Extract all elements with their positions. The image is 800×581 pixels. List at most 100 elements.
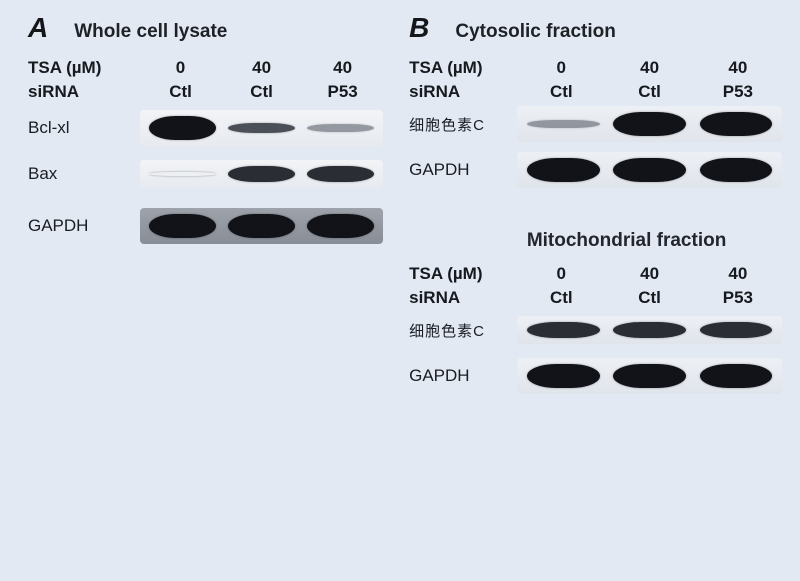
- figure: A Whole cell lysate TSA (µM) 0 40 40 siR…: [28, 12, 782, 404]
- blot-band: [613, 322, 685, 338]
- cond-val: P53: [302, 82, 383, 102]
- blot-row: GAPDH: [28, 198, 383, 254]
- blot-lane: [521, 364, 605, 388]
- blot-lane: [607, 112, 691, 136]
- blot-band: [228, 123, 294, 133]
- blot-row-label: Bax: [28, 164, 140, 184]
- blot-lane: [694, 158, 778, 182]
- blot-band: [527, 322, 599, 338]
- blot-lane: [521, 120, 605, 128]
- blot-lane: [302, 166, 379, 182]
- blot-lane: [144, 116, 221, 140]
- blot-lane: [521, 158, 605, 182]
- blot-band: [613, 112, 685, 136]
- cond-values: 0 40 40: [517, 58, 782, 78]
- blot-strip: [140, 208, 383, 244]
- blot-row-label: 细胞色素C: [409, 114, 517, 135]
- cond-val: 0: [140, 58, 221, 78]
- panel-b-header: B Cytosolic fraction: [409, 12, 782, 44]
- blot-lanes: [140, 212, 383, 240]
- cond-values: Ctl Ctl P53: [140, 82, 383, 102]
- blot-lane: [302, 214, 379, 238]
- blot-band: [700, 322, 772, 338]
- blot-row-label: GAPDH: [409, 160, 517, 180]
- blot-lanes: [517, 156, 782, 184]
- cond-values: Ctl Ctl P53: [517, 288, 782, 308]
- blot-band: [527, 120, 599, 128]
- cond-val: Ctl: [517, 82, 605, 102]
- blot-lane: [223, 123, 300, 133]
- blot-row: Bcl-xl: [28, 106, 383, 150]
- blot-band: [700, 112, 772, 136]
- blot-band: [307, 166, 373, 182]
- blot-row: Bax: [28, 156, 383, 192]
- cond-values: Ctl Ctl P53: [517, 82, 782, 102]
- cond-val: Ctl: [221, 82, 302, 102]
- blot-band: [700, 158, 772, 182]
- cond-val: 40: [221, 58, 302, 78]
- blot-lane: [521, 322, 605, 338]
- cond-val: Ctl: [517, 288, 605, 308]
- cond-val: 40: [605, 58, 693, 78]
- blot-lane: [144, 214, 221, 238]
- cond-val: 40: [302, 58, 383, 78]
- panel-a: A Whole cell lysate TSA (µM) 0 40 40 siR…: [28, 12, 383, 404]
- cond-val: 0: [517, 264, 605, 284]
- cond-label: siRNA: [28, 82, 140, 102]
- panel-b1-cond-1: siRNA Ctl Ctl P53: [409, 288, 782, 308]
- blot-row: GAPDH: [409, 354, 782, 398]
- section-gap: [409, 198, 782, 224]
- panel-b-section0-rows: 细胞色素C GAPDH: [409, 106, 782, 192]
- blot-strip: [517, 106, 782, 142]
- blot-band: [613, 158, 685, 182]
- blot-band: [527, 158, 599, 182]
- cond-val: Ctl: [605, 82, 693, 102]
- panel-b-section1-rows: 细胞色素C GAPDH: [409, 312, 782, 398]
- blot-lane: [694, 112, 778, 136]
- blot-lane: [607, 364, 691, 388]
- blot-lane: [694, 322, 778, 338]
- panel-a-cond-1: siRNA Ctl Ctl P53: [28, 82, 383, 102]
- cond-val: 0: [517, 58, 605, 78]
- blot-lane: [144, 172, 221, 176]
- cond-val: Ctl: [140, 82, 221, 102]
- cond-val: Ctl: [605, 288, 693, 308]
- blot-lane: [694, 364, 778, 388]
- blot-band: [149, 116, 215, 140]
- panel-b0-cond-0: TSA (µM) 0 40 40: [409, 58, 782, 78]
- panel-a-title: Whole cell lysate: [74, 21, 227, 43]
- blot-row: GAPDH: [409, 148, 782, 192]
- blot-lane: [607, 322, 691, 338]
- blot-band: [228, 214, 294, 238]
- blot-lanes: [140, 164, 383, 184]
- blot-band: [700, 364, 772, 388]
- blot-lane: [302, 124, 379, 132]
- blot-strip: [517, 152, 782, 188]
- panel-a-cond-0: TSA (µM) 0 40 40: [28, 58, 383, 78]
- cond-val: 40: [694, 264, 782, 284]
- cond-values: 0 40 40: [140, 58, 383, 78]
- panel-b1-cond-0: TSA (µM) 0 40 40: [409, 264, 782, 284]
- blot-band: [307, 214, 373, 238]
- panel-a-header: A Whole cell lysate: [28, 12, 383, 44]
- panel-b-title: Cytosolic fraction: [455, 21, 615, 43]
- cond-label: TSA (µM): [409, 58, 517, 78]
- blot-band: [613, 364, 685, 388]
- blot-strip: [517, 316, 782, 344]
- blot-strip: [140, 160, 383, 188]
- cond-label: siRNA: [409, 288, 517, 308]
- cond-val: P53: [694, 82, 782, 102]
- blot-row: 细胞色素C: [409, 312, 782, 348]
- blot-row-label: GAPDH: [28, 216, 140, 236]
- blot-row-label: Bcl-xl: [28, 118, 140, 138]
- panel-b-section1-title: Mitochondrial fraction: [471, 230, 782, 252]
- cond-val: 40: [694, 58, 782, 78]
- panel-b-letter: B: [409, 12, 429, 44]
- blot-band: [149, 214, 215, 238]
- panel-b: B Cytosolic fraction TSA (µM) 0 40 40 si…: [409, 12, 782, 404]
- blot-lanes: [140, 114, 383, 142]
- panel-a-letter: A: [28, 12, 48, 44]
- blot-lane: [223, 214, 300, 238]
- blot-band: [307, 124, 373, 132]
- blot-strip: [517, 358, 782, 394]
